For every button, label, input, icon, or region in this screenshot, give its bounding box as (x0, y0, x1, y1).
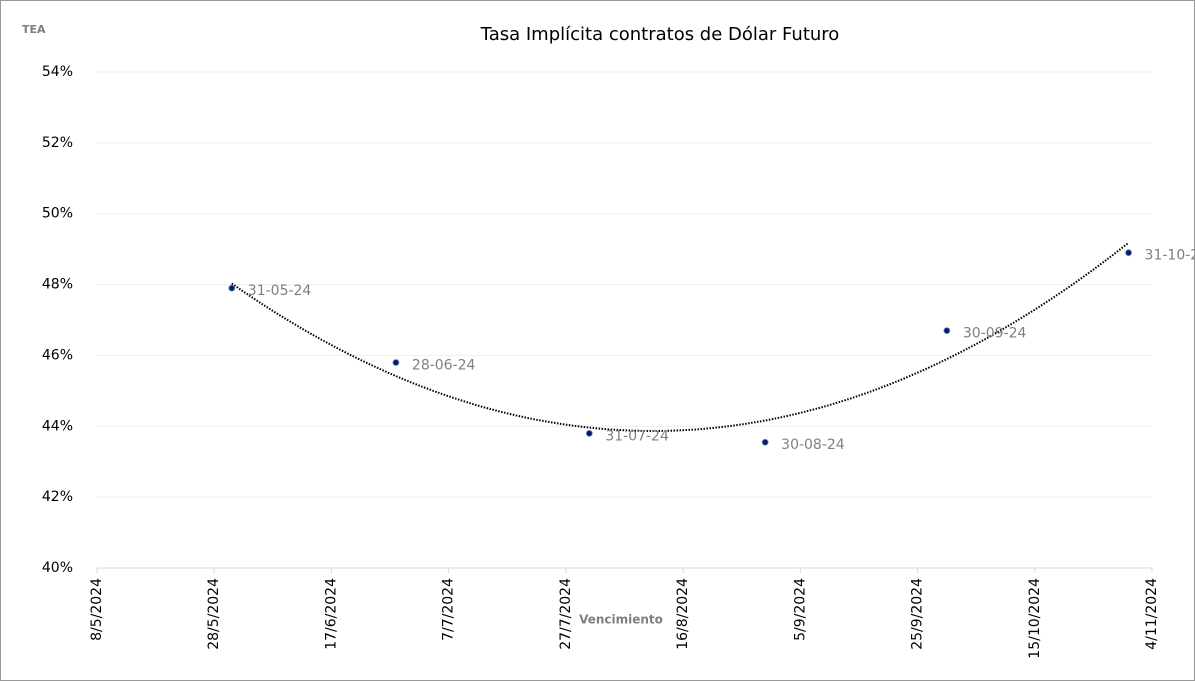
x-tick-label: 25/9/2024 (910, 578, 926, 650)
x-tick-label: 17/6/2024 (323, 578, 339, 650)
data-label: 28-06-24 (412, 358, 476, 374)
point (585, 429, 593, 437)
point (1125, 249, 1132, 257)
data-label: 30-08-24 (781, 437, 845, 453)
y-tick-label: 40% (42, 560, 73, 576)
y-tick-label: 42% (42, 489, 73, 505)
y-tick-label: 48% (42, 277, 73, 293)
chart-title: Tasa Implícita contratos de Dólar Futuro (480, 24, 840, 45)
y-tick-label: 46% (42, 347, 73, 363)
x-tick-label: 7/7/2024 (441, 578, 457, 641)
x-tick-label: 16/8/2024 (675, 578, 691, 650)
point (943, 327, 951, 335)
x-tick-label: 8/5/2024 (89, 578, 105, 641)
y-tick-label: 52% (42, 135, 73, 151)
point (761, 438, 769, 446)
data-label: 31-10-24 (1145, 248, 1195, 264)
data-label: 31-05-24 (248, 283, 312, 299)
x-tick-label: 28/5/2024 (206, 578, 222, 650)
y-tick-label: 44% (42, 418, 73, 434)
trendline (231, 242, 1130, 433)
x-tick-label: 15/10/2024 (1027, 578, 1043, 659)
y-tick-label: 50% (42, 206, 73, 222)
x-axis-label: Vencimiento (579, 613, 663, 627)
x-tick-label: 27/7/2024 (558, 578, 574, 650)
x-tick-label: 5/9/2024 (792, 578, 808, 641)
point (228, 284, 236, 292)
data-label: 30-09-24 (963, 326, 1027, 342)
y-tick-label: 54% (42, 64, 73, 80)
point (392, 359, 400, 366)
x-tick-label: 4/11/2024 (1144, 578, 1160, 650)
data-label: 31-07-24 (605, 428, 669, 444)
y-axis-label: TEA (22, 23, 46, 36)
